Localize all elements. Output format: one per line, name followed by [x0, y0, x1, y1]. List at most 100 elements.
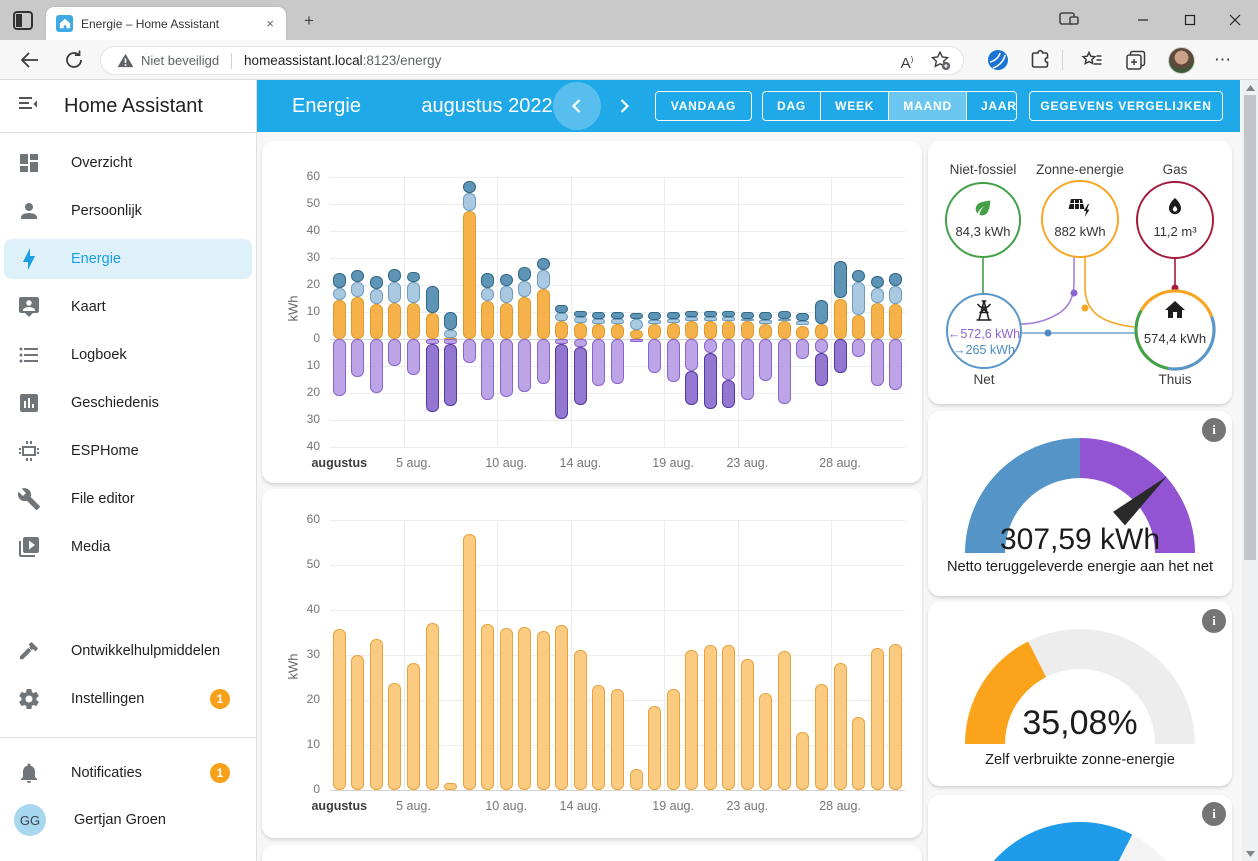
solar-production-chart: 6050403020100augustus5 aug.10 aug.14 aug… [262, 489, 922, 838]
label-low-carbon: Niet-fossiel [950, 162, 1017, 177]
bar-segment [759, 339, 772, 381]
chart-gridline [831, 177, 832, 447]
bar-segment [500, 286, 513, 302]
profile-avatar[interactable] [1168, 47, 1195, 74]
sidebar-item-file-editor[interactable]: File editor [4, 479, 252, 519]
window-minimize-button[interactable] [1120, 0, 1166, 40]
sidebar-item-kaart[interactable]: Kaart [4, 287, 252, 327]
bar-segment [333, 339, 346, 396]
info-icon[interactable]: i [1202, 802, 1226, 826]
today-button[interactable]: VANDAAG [655, 91, 752, 121]
bar-segment [370, 639, 383, 790]
bar-segment [722, 311, 735, 318]
chart-gridline [831, 520, 832, 790]
bar-segment [630, 330, 643, 339]
bar-segment [889, 304, 902, 339]
scroll-up-icon[interactable] [1242, 80, 1258, 95]
sidebar-item-instellingen[interactable]: Instellingen1 [4, 679, 252, 719]
bar-segment [741, 659, 754, 790]
sidebar-item-energie[interactable]: Energie [4, 239, 252, 279]
cog-icon [17, 687, 41, 711]
node-solar[interactable] [1042, 181, 1118, 257]
info-icon[interactable]: i [1202, 418, 1226, 442]
bar-segment [630, 313, 643, 318]
sidebar-item-overzicht[interactable]: Overzicht [4, 143, 252, 183]
bar-segment [722, 317, 735, 321]
chart-gridline [664, 520, 665, 790]
browser-tab[interactable]: Energie – Home Assistant × [46, 7, 286, 40]
bar-segment [444, 330, 457, 338]
y-axis-tick-label: 10 [284, 737, 320, 751]
flow-dot-solar-grid [1071, 290, 1078, 297]
range-button-maand[interactable]: MAAND [888, 92, 966, 120]
sidebar-item-gertjan-groen[interactable]: GGGertjan Groen [4, 800, 252, 840]
bar-segment [889, 339, 902, 390]
not-secure-label[interactable]: Niet beveiligd [141, 53, 219, 68]
y-axis-tick-label: 0 [284, 782, 320, 796]
compare-data-button[interactable]: GEGEVENS VERGELIJKEN [1029, 91, 1223, 121]
y-axis-tick-label: 30 [284, 412, 320, 426]
tab-actions-icon[interactable] [12, 10, 36, 32]
bar-segment [351, 297, 364, 339]
split-screen-icon[interactable] [1058, 9, 1080, 34]
info-icon[interactable]: i [1202, 609, 1226, 633]
range-button-jaar[interactable]: JAAR [966, 92, 1031, 120]
extensions-puzzle-icon[interactable] [1028, 48, 1052, 72]
bar-segment [500, 628, 513, 790]
y-axis-tick-label: 40 [284, 602, 320, 616]
back-icon[interactable] [18, 48, 42, 72]
scroll-down-icon[interactable] [1242, 846, 1258, 861]
node-gas[interactable] [1137, 182, 1213, 258]
range-button-dag[interactable]: DAG [763, 92, 820, 120]
sidebar-item-notificaties[interactable]: Notificaties1 [4, 753, 252, 793]
tab-close-icon[interactable]: × [262, 14, 278, 33]
bar-segment [796, 326, 809, 340]
window-maximize-button[interactable] [1167, 0, 1213, 40]
bar-segment [852, 339, 865, 357]
bar-segment [388, 339, 401, 366]
window-close-button[interactable] [1212, 0, 1258, 40]
sidebar-item-geschiedenis[interactable]: Geschiedenis [4, 383, 252, 423]
extension-globe-icon[interactable] [986, 48, 1010, 72]
read-aloud-icon[interactable]: A) [895, 49, 919, 73]
previous-period-button[interactable] [565, 94, 589, 118]
bar-segment [796, 313, 809, 321]
sidebar-item-logboek[interactable]: Logboek [4, 335, 252, 375]
bar-segment [778, 321, 791, 339]
bar-segment [778, 651, 791, 790]
more-menu-icon[interactable]: ⋯ [1214, 50, 1238, 74]
y-axis-unit-label: kWh [286, 296, 301, 322]
bar-segment [592, 685, 605, 790]
page-scrollbar[interactable] [1242, 80, 1258, 861]
new-tab-button[interactable]: + [298, 10, 320, 32]
sidebar-item-esphome[interactable]: ESPHome [4, 431, 252, 471]
favorites-bar-icon[interactable] [1080, 48, 1104, 72]
scrollbar-thumb[interactable] [1244, 95, 1256, 560]
bar-segment [852, 717, 865, 790]
next-period-button[interactable] [612, 94, 636, 118]
refresh-icon[interactable] [62, 48, 86, 72]
sidebar-item-media[interactable]: Media [4, 527, 252, 567]
bar-segment [611, 319, 624, 324]
bar-segment [388, 303, 401, 339]
bar-segment [611, 339, 624, 384]
chart-gridline [330, 790, 905, 791]
address-bar[interactable]: Niet beveiligd homeassistant.local:8123/… [100, 46, 964, 75]
sidebar-toggle-icon[interactable] [16, 92, 40, 121]
collections-icon[interactable] [1124, 48, 1148, 72]
add-favorite-star-icon[interactable] [929, 49, 953, 73]
node-low-carbon[interactable] [946, 183, 1020, 257]
bar-segment [815, 300, 828, 324]
sidebar-item-persoonlijk[interactable]: Persoonlijk [4, 191, 252, 231]
bar-segment [481, 301, 494, 339]
chart-gridline [571, 520, 572, 790]
bar-segment [407, 272, 420, 283]
sidebar-item-ontwikkelhulpmiddelen[interactable]: Ontwikkelhulpmiddelen [4, 631, 252, 671]
bar-segment [518, 281, 531, 297]
bar-segment [537, 258, 550, 270]
sidebar-item-label: Geschiedenis [71, 395, 159, 411]
chart-gridline [330, 177, 905, 178]
x-axis-tick-label: augustus [299, 799, 379, 813]
range-button-week[interactable]: WEEK [820, 92, 888, 120]
bar-segment [407, 303, 420, 339]
